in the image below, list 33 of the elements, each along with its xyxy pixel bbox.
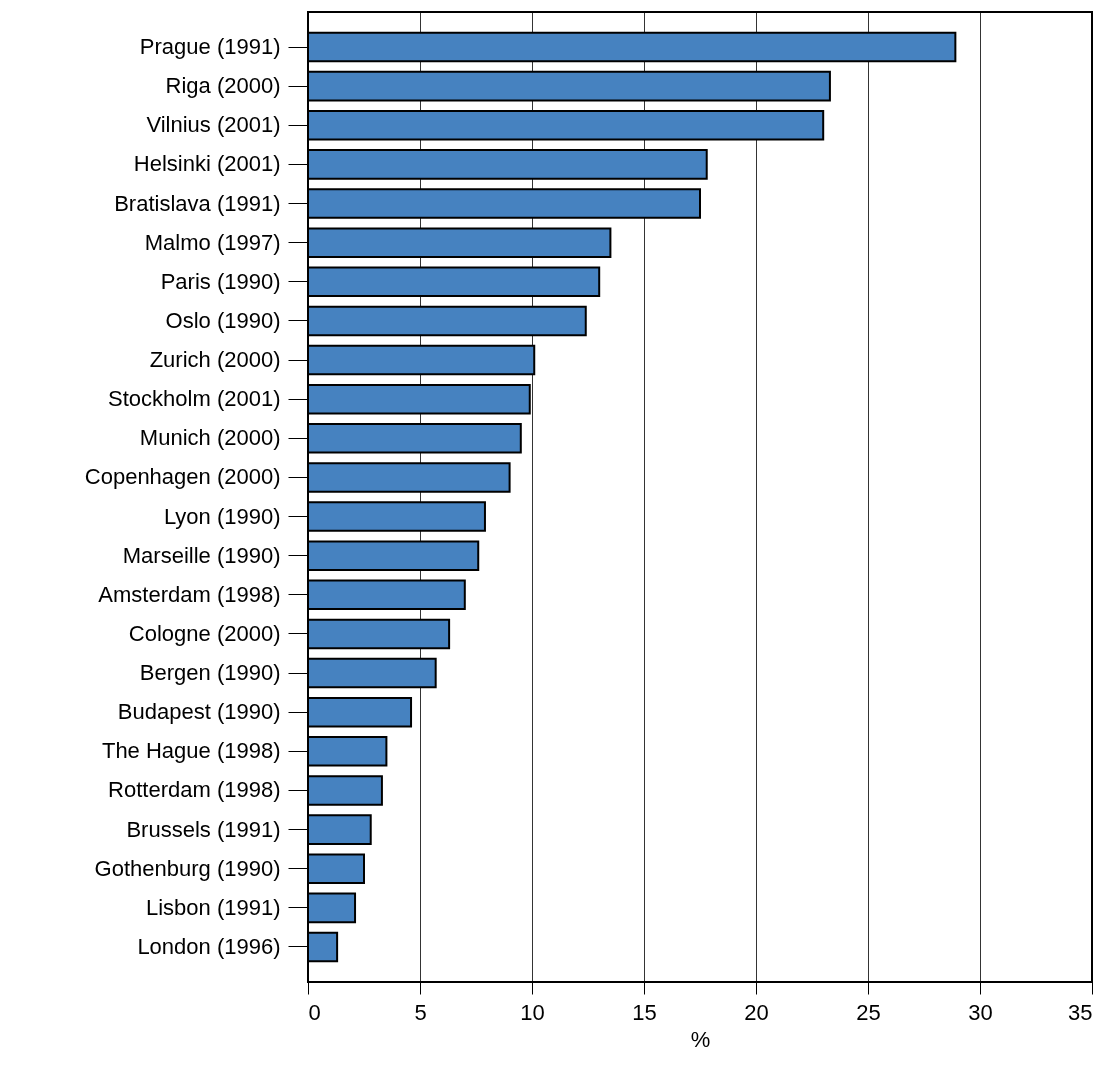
y-tick-label: Copenhagen (2000) <box>84 464 281 490</box>
y-tick-label: Malmo (1997) <box>144 229 281 255</box>
y-tick-label: Rotterdam (1998) <box>108 777 281 803</box>
y-tick-label: Amsterdam (1998) <box>98 581 281 607</box>
y-tick-label: Prague (1991) <box>139 34 281 60</box>
y-tick-label: Cologne (2000) <box>128 620 281 646</box>
y-tick-label: Paris (1990) <box>160 268 281 294</box>
y-tick-label: Bratislava (1991) <box>114 190 281 216</box>
x-tick-label: 30 <box>968 999 993 1025</box>
x-axis-title: % <box>690 1026 711 1052</box>
y-tick-label: Helsinki (2001) <box>133 151 281 177</box>
y-tick-label: The Hague (1998) <box>101 738 281 764</box>
y-tick-label: Stockholm (2001) <box>108 386 281 412</box>
y-tick-label: Vilnius (2001) <box>146 112 281 138</box>
y-tick-label: Brussels (1991) <box>126 816 281 842</box>
x-tick-label: 20 <box>744 999 769 1025</box>
y-tick-label: Gothenburg (1990) <box>94 855 281 881</box>
y-tick-label: Lyon (1990) <box>163 503 281 529</box>
x-tick-label: 5 <box>414 999 427 1025</box>
x-tick-label: 0 <box>308 999 321 1025</box>
y-tick-label: Budapest (1990) <box>117 699 281 725</box>
y-tick-label: Munich (2000) <box>139 425 281 451</box>
y-tick-label: Bergen (1990) <box>139 660 281 686</box>
x-tick-label: 35 <box>1068 999 1093 1025</box>
y-tick-label: Marseille (1990) <box>122 542 281 568</box>
y-tick-label: Zurich (2000) <box>149 347 281 373</box>
y-tick-label: Oslo (1990) <box>165 307 281 333</box>
y-tick-label: Riga (2000) <box>165 73 281 99</box>
y-tick-label: London (1996) <box>137 933 281 959</box>
y-tick-label: Lisbon (1991) <box>145 894 281 920</box>
x-tick-label: 25 <box>856 999 881 1025</box>
x-tick-label: 10 <box>520 999 545 1025</box>
x-tick-label: 15 <box>632 999 657 1025</box>
